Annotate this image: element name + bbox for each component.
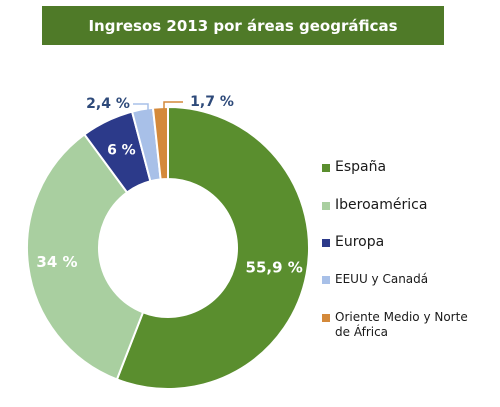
legend-item-oriente-medio: Oriente Medio y Norte de África	[322, 310, 485, 340]
data-label-espana: 55,9 %	[246, 258, 303, 276]
donut-slices	[26, 105, 310, 390]
legend-label: Europa	[335, 234, 385, 250]
legend-label: España	[335, 159, 387, 175]
leader-lines	[133, 101, 183, 112]
data-label-eeuu-canada: 2,4 %	[86, 96, 130, 112]
data-label-europa: 6 %	[107, 143, 136, 159]
legend-label: EEUU y Canadá	[335, 272, 429, 286]
chart-title: Ingresos 2013 por áreas geográficas	[88, 16, 398, 35]
legend-label: Oriente Medio y Norte de África	[335, 310, 468, 339]
slice-espana	[115, 105, 310, 390]
slice-oriente-medio	[151, 105, 169, 181]
data-label-iberoamerica: 34 %	[36, 253, 77, 271]
legend-swatch	[322, 239, 330, 247]
legend-swatch	[322, 164, 330, 172]
legend-item-iberoamerica: Iberoamérica	[322, 198, 427, 213]
legend-swatch	[322, 202, 330, 210]
slice-iberoamerica	[26, 133, 145, 381]
legend-item-espana: España	[322, 160, 386, 175]
data-label-oriente-medio: 1,7 %	[190, 94, 234, 110]
leader-line-oriente-medio	[163, 101, 183, 110]
legend-item-eeuu-canada: EEUU y Canadá	[322, 272, 428, 287]
leader-line-eeuu-canada	[133, 103, 149, 112]
legend-swatch	[322, 314, 330, 322]
chart-title-bar: Ingresos 2013 por áreas geográficas	[42, 6, 444, 45]
legend-item-europa: Europa	[322, 235, 384, 250]
legend-swatch	[322, 276, 330, 284]
data-labels: 55,9 % 34 % 6 % 2,4 % 1,7 %	[36, 94, 302, 276]
legend-label: Iberoamérica	[335, 197, 428, 213]
